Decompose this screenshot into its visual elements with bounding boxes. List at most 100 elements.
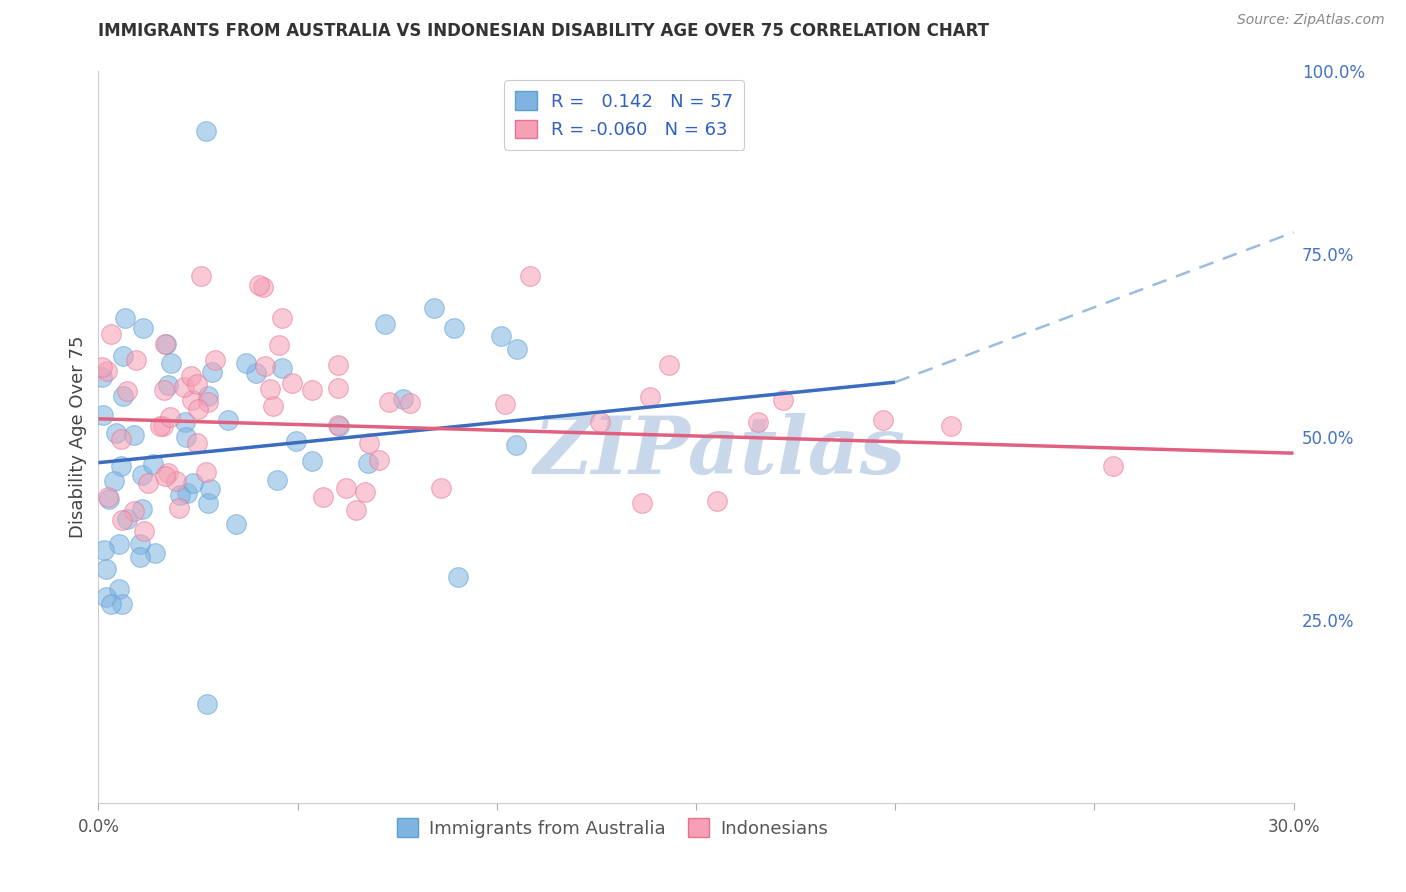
Point <box>368 452 391 467</box>
Point <box>706 494 728 508</box>
Point <box>266 473 288 487</box>
Point <box>270 310 292 325</box>
Point <box>115 384 138 399</box>
Point <box>173 415 195 429</box>
Legend: Immigrants from Australia, Indonesians: Immigrants from Australia, Indonesians <box>389 811 835 845</box>
Point <box>153 468 176 483</box>
Point <box>174 430 197 444</box>
Point <box>122 504 145 518</box>
Point <box>152 419 174 434</box>
Point <box>941 419 963 434</box>
Point <box>105 425 128 440</box>
Point <box>160 356 183 370</box>
Point <box>197 389 219 403</box>
Point <box>91 370 114 384</box>
Point <box>111 597 134 611</box>
Point <box>589 415 612 429</box>
Point <box>180 392 202 407</box>
Point <box>122 427 145 442</box>
Point <box>114 310 136 325</box>
Point <box>344 503 367 517</box>
Point <box>254 359 277 373</box>
Point <box>91 359 114 374</box>
Point <box>128 537 150 551</box>
Point <box>111 389 134 403</box>
Point <box>128 550 150 565</box>
Point <box>326 358 349 372</box>
Point <box>312 490 335 504</box>
Point <box>658 358 681 372</box>
Point <box>377 394 399 409</box>
Point <box>169 488 191 502</box>
Point <box>91 408 114 422</box>
Point <box>187 402 209 417</box>
Point <box>197 394 219 409</box>
Point <box>156 466 179 480</box>
Point <box>638 390 661 404</box>
Point <box>186 435 208 450</box>
Point <box>195 697 218 711</box>
Point <box>200 365 222 379</box>
Y-axis label: Disability Age Over 75: Disability Age Over 75 <box>69 335 87 539</box>
Point <box>190 269 212 284</box>
Point <box>96 364 118 378</box>
Point <box>98 492 121 507</box>
Point <box>166 474 188 488</box>
Point <box>131 468 153 483</box>
Point <box>110 459 132 474</box>
Point <box>374 317 396 331</box>
Point <box>328 418 350 433</box>
Point <box>872 413 894 427</box>
Point <box>200 483 222 497</box>
Point <box>100 597 122 611</box>
Point <box>631 496 654 510</box>
Point <box>142 458 165 472</box>
Point <box>217 412 239 426</box>
Point <box>357 436 380 450</box>
Point <box>173 379 195 393</box>
Point <box>392 392 415 406</box>
Point <box>111 349 134 363</box>
Point <box>519 269 541 284</box>
Point <box>153 336 176 351</box>
Point <box>100 327 122 342</box>
Point <box>225 516 247 531</box>
Point <box>430 481 453 495</box>
Point <box>505 438 527 452</box>
Point <box>301 454 323 468</box>
Point <box>134 524 156 538</box>
Point <box>494 397 516 411</box>
Point <box>155 336 177 351</box>
Point <box>356 456 378 470</box>
Point <box>159 409 181 424</box>
Point <box>96 590 118 604</box>
Point <box>328 417 350 432</box>
Point <box>132 320 155 334</box>
Point <box>195 465 218 479</box>
Point <box>107 582 129 596</box>
Point <box>143 546 166 560</box>
Point <box>747 415 769 429</box>
Point <box>491 329 513 343</box>
Point <box>398 396 420 410</box>
Point <box>247 277 270 292</box>
Point <box>107 537 129 551</box>
Text: ZIPatlas: ZIPatlas <box>534 413 905 491</box>
Point <box>235 356 257 370</box>
Point <box>284 434 307 448</box>
Point <box>354 484 377 499</box>
Point <box>149 418 172 433</box>
Point <box>156 378 179 392</box>
Text: IMMIGRANTS FROM AUSTRALIA VS INDONESIAN DISABILITY AGE OVER 75 CORRELATION CHART: IMMIGRANTS FROM AUSTRALIA VS INDONESIAN … <box>98 22 990 40</box>
Point <box>204 352 226 367</box>
Point <box>335 481 357 495</box>
Point <box>176 485 198 500</box>
Point <box>180 368 202 383</box>
Point <box>131 502 153 516</box>
Point <box>110 432 132 446</box>
Point <box>267 338 290 352</box>
Point <box>326 381 349 395</box>
Point <box>115 512 138 526</box>
Point <box>271 361 294 376</box>
Point <box>111 513 134 527</box>
